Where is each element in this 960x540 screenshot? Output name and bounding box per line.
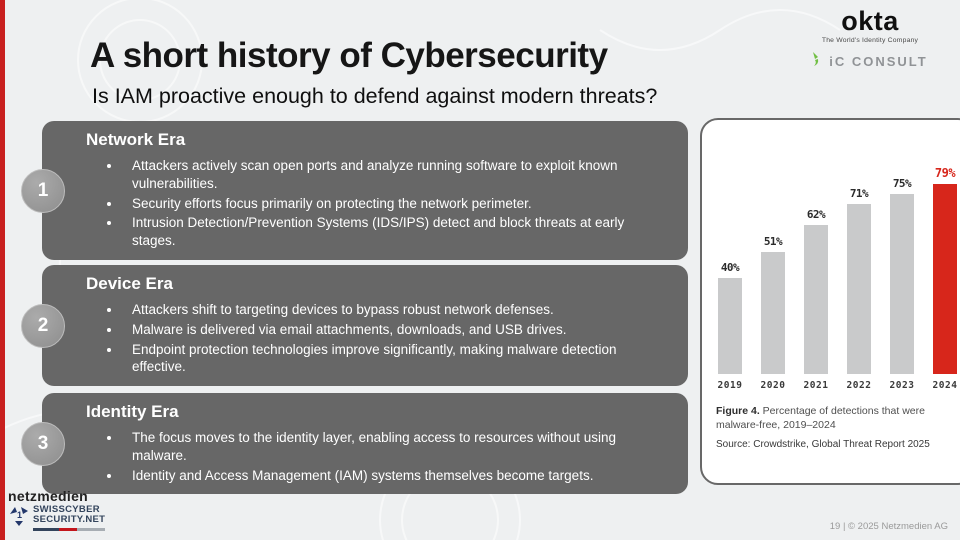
bar-2019 xyxy=(718,278,742,374)
bar-chart: 40% 2019 51% 2020 62% 2021 71% 2022 75% 2023 79% 20… xyxy=(716,138,960,391)
bar-2024 xyxy=(933,184,957,374)
left-accent-bar xyxy=(0,0,5,540)
netzmedien-logo: netzmedien 1 SWISSCYBER SECURITY.NET xyxy=(8,489,105,532)
bar-2023 xyxy=(890,194,914,374)
okta-tagline: The World's Identity Company xyxy=(821,37,919,44)
chart-column-2024: 79% 2024 xyxy=(931,138,959,391)
chart-column-2021: 62% 2021 xyxy=(802,138,830,391)
bar-value-label: 71% xyxy=(849,187,869,200)
era-title: Identity Era xyxy=(86,402,179,421)
era-bullet-list: The focus moves to the identity layer, e… xyxy=(42,429,674,484)
bar-category-label: 2022 xyxy=(846,380,872,391)
brand-logos: okta The World's Identity Company iC CON… xyxy=(800,8,940,72)
era-title: Device Era xyxy=(86,274,173,293)
era-number-badge: 3 xyxy=(21,421,65,466)
era-bullet-list: Attackers actively scan open ports and a… xyxy=(42,157,674,250)
bar-value-label: 62% xyxy=(806,208,826,221)
figure-card: 40% 2019 51% 2020 62% 2021 71% 2022 75% 2023 79% 20… xyxy=(700,118,960,485)
page-number-footer: 19 | © 2025 Netzmedien AG xyxy=(829,521,948,532)
era-box-network-era: 1 Network Era Attackers actively scan open… xyxy=(21,121,688,261)
era-bullet: Intrusion Detection/Prevention Systems (… xyxy=(122,214,652,250)
bar-value-label: 79% xyxy=(934,166,956,180)
ic-consult-logo: iC CONSULT xyxy=(800,51,940,72)
bar-category-label: 2019 xyxy=(717,380,743,391)
bar-2022 xyxy=(847,204,871,374)
era-bullet-list: Attackers shift to targeting devices to … xyxy=(42,301,674,376)
swisscyber-underline xyxy=(33,527,105,531)
page-title: A short history of Cybersecurity xyxy=(90,36,608,75)
chart-column-2022: 71% 2022 xyxy=(845,138,873,391)
era-box-device-era: 2 Device Era Attackers shift to targeting … xyxy=(21,265,688,387)
chart-column-2019: 40% 2019 xyxy=(716,138,744,391)
ic-consult-label: iC CONSULT xyxy=(829,54,928,69)
era-bullet: Malware is delivered via email attachmen… xyxy=(122,321,652,339)
era-bullet: Attackers actively scan open ports and a… xyxy=(122,157,652,193)
era-bullet: Identity and Access Management (IAM) sys… xyxy=(122,467,652,485)
era-bullet: Endpoint protection technologies improve… xyxy=(122,341,652,377)
swisscyber-line1: SWISSCYBER xyxy=(33,504,100,515)
era-bullet: Attackers shift to targeting devices to … xyxy=(122,301,652,319)
era-number-badge: 1 xyxy=(21,168,65,213)
okta-logo: okta xyxy=(841,6,899,36)
bar-value-label: 75% xyxy=(892,177,912,190)
bar-category-label: 2020 xyxy=(760,380,786,391)
swisscyber-arrows-icon: 1 xyxy=(8,505,30,532)
era-number-badge: 2 xyxy=(21,303,65,348)
bar-2020 xyxy=(761,252,785,374)
chart-column-2023: 75% 2023 xyxy=(888,138,916,391)
ic-consult-mark-icon xyxy=(812,51,826,72)
figure-source: Source: Crowdstrike, Global Threat Repor… xyxy=(716,439,930,451)
swisscyber-line2: SECURITY.NET xyxy=(33,514,106,526)
page-subtitle: Is IAM proactive enough to defend agains… xyxy=(92,84,658,108)
figure-caption: Figure 4. Percentage of detections that … xyxy=(716,404,954,432)
svg-text:1: 1 xyxy=(17,510,22,520)
bar-value-label: 40% xyxy=(720,261,740,274)
era-box-identity-era: 3 Identity Era The focus moves to the iden… xyxy=(21,393,688,495)
era-bullet: The focus moves to the identity layer, e… xyxy=(122,429,652,465)
bar-category-label: 2021 xyxy=(803,380,829,391)
chart-column-2020: 51% 2020 xyxy=(759,138,787,391)
netzmedien-wordmark: netzmedien xyxy=(8,488,89,504)
bar-2021 xyxy=(804,225,828,374)
bar-value-label: 51% xyxy=(763,235,783,248)
figure-caption-text: Percentage of detections that were malwa… xyxy=(716,405,925,432)
era-title: Network Era xyxy=(86,130,186,149)
figure-caption-label: Figure 4. xyxy=(716,405,760,417)
bar-category-label: 2023 xyxy=(889,380,915,391)
bar-category-label: 2024 xyxy=(932,380,958,391)
era-bullet: Security efforts focus primarily on prot… xyxy=(122,195,652,213)
